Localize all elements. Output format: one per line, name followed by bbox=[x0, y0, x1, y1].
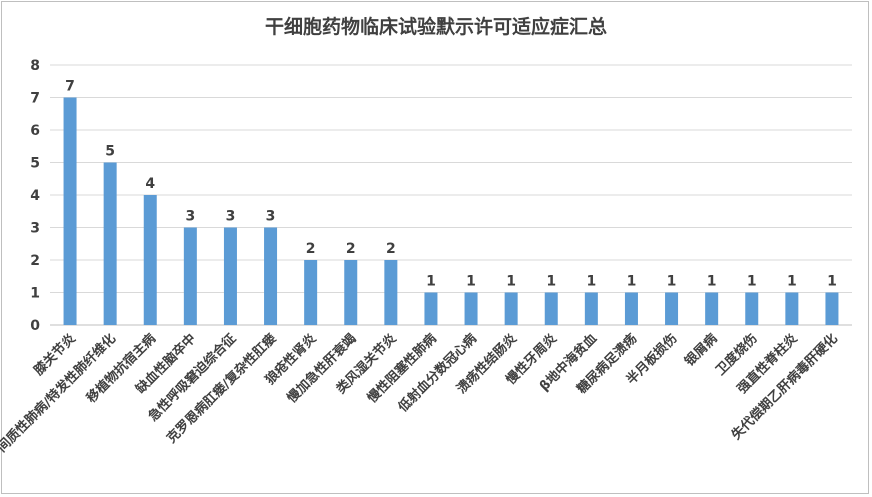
y-tick-label: 4 bbox=[30, 188, 40, 204]
data-label: 1 bbox=[506, 274, 516, 290]
y-tick-label: 7 bbox=[30, 91, 40, 107]
bar bbox=[143, 195, 157, 325]
bar bbox=[825, 292, 839, 325]
y-tick-label: 2 bbox=[30, 253, 40, 269]
data-label: 3 bbox=[266, 209, 276, 225]
bar bbox=[665, 292, 679, 325]
bar bbox=[705, 292, 719, 325]
bar bbox=[264, 227, 278, 325]
data-label: 1 bbox=[747, 274, 757, 290]
data-label: 2 bbox=[306, 241, 316, 257]
bar bbox=[504, 292, 518, 325]
bar bbox=[183, 227, 197, 325]
bar bbox=[384, 260, 398, 325]
y-tick-label: 1 bbox=[30, 286, 40, 302]
x-axis-ticks: 膝关节炎间质性肺病/特发性肺纤维化移植物抗宿主病缺血性脑卒中急性呼吸窘迫综合征克… bbox=[0, 331, 841, 456]
bar bbox=[344, 260, 358, 325]
data-label: 1 bbox=[466, 274, 476, 290]
data-label: 1 bbox=[667, 274, 677, 290]
y-tick-label: 5 bbox=[30, 156, 40, 172]
data-label: 4 bbox=[145, 176, 155, 192]
data-label: 1 bbox=[827, 274, 837, 290]
bar bbox=[223, 227, 237, 325]
data-label: 1 bbox=[426, 274, 436, 290]
x-tick-label: 慢性阻塞性肺病 bbox=[364, 331, 440, 407]
data-label: 1 bbox=[586, 274, 596, 290]
data-label: 5 bbox=[105, 144, 115, 160]
gridlines bbox=[50, 64, 852, 326]
bar bbox=[304, 260, 318, 325]
chart-title: 干细胞药物临床试验默示许可适应症汇总 bbox=[264, 16, 607, 38]
y-tick-label: 8 bbox=[30, 58, 40, 74]
data-label: 2 bbox=[386, 241, 396, 257]
y-tick-label: 6 bbox=[30, 123, 40, 139]
bar bbox=[624, 292, 638, 325]
bars bbox=[63, 97, 839, 325]
bar bbox=[785, 292, 799, 325]
data-label: 1 bbox=[627, 274, 637, 290]
data-label: 3 bbox=[185, 209, 195, 225]
data-label: 1 bbox=[707, 274, 717, 290]
x-tick-label: 移植物抗宿主病 bbox=[83, 331, 159, 407]
bar bbox=[424, 292, 438, 325]
data-label: 3 bbox=[226, 209, 236, 225]
x-tick-label: 银屑病 bbox=[682, 331, 721, 370]
x-tick-label: 慢加急性肝衰竭 bbox=[284, 331, 360, 407]
y-axis-ticks: 0 1 2 3 4 5 6 7 8 bbox=[30, 58, 40, 334]
bar bbox=[544, 292, 558, 325]
data-label: 1 bbox=[787, 274, 797, 290]
bar bbox=[63, 97, 77, 325]
bar bbox=[103, 162, 117, 325]
data-label: 1 bbox=[546, 274, 556, 290]
bar bbox=[464, 292, 478, 325]
data-label: 2 bbox=[346, 241, 356, 257]
y-tick-label: 3 bbox=[30, 221, 40, 237]
bar bbox=[745, 292, 759, 325]
bar bbox=[584, 292, 598, 325]
y-tick-label: 0 bbox=[30, 318, 40, 334]
data-label: 7 bbox=[65, 79, 75, 95]
data-labels: 7 5 4 3 3 3 2 2 2 1 1 1 1 1 1 1 1 1 1 1 bbox=[65, 79, 837, 290]
